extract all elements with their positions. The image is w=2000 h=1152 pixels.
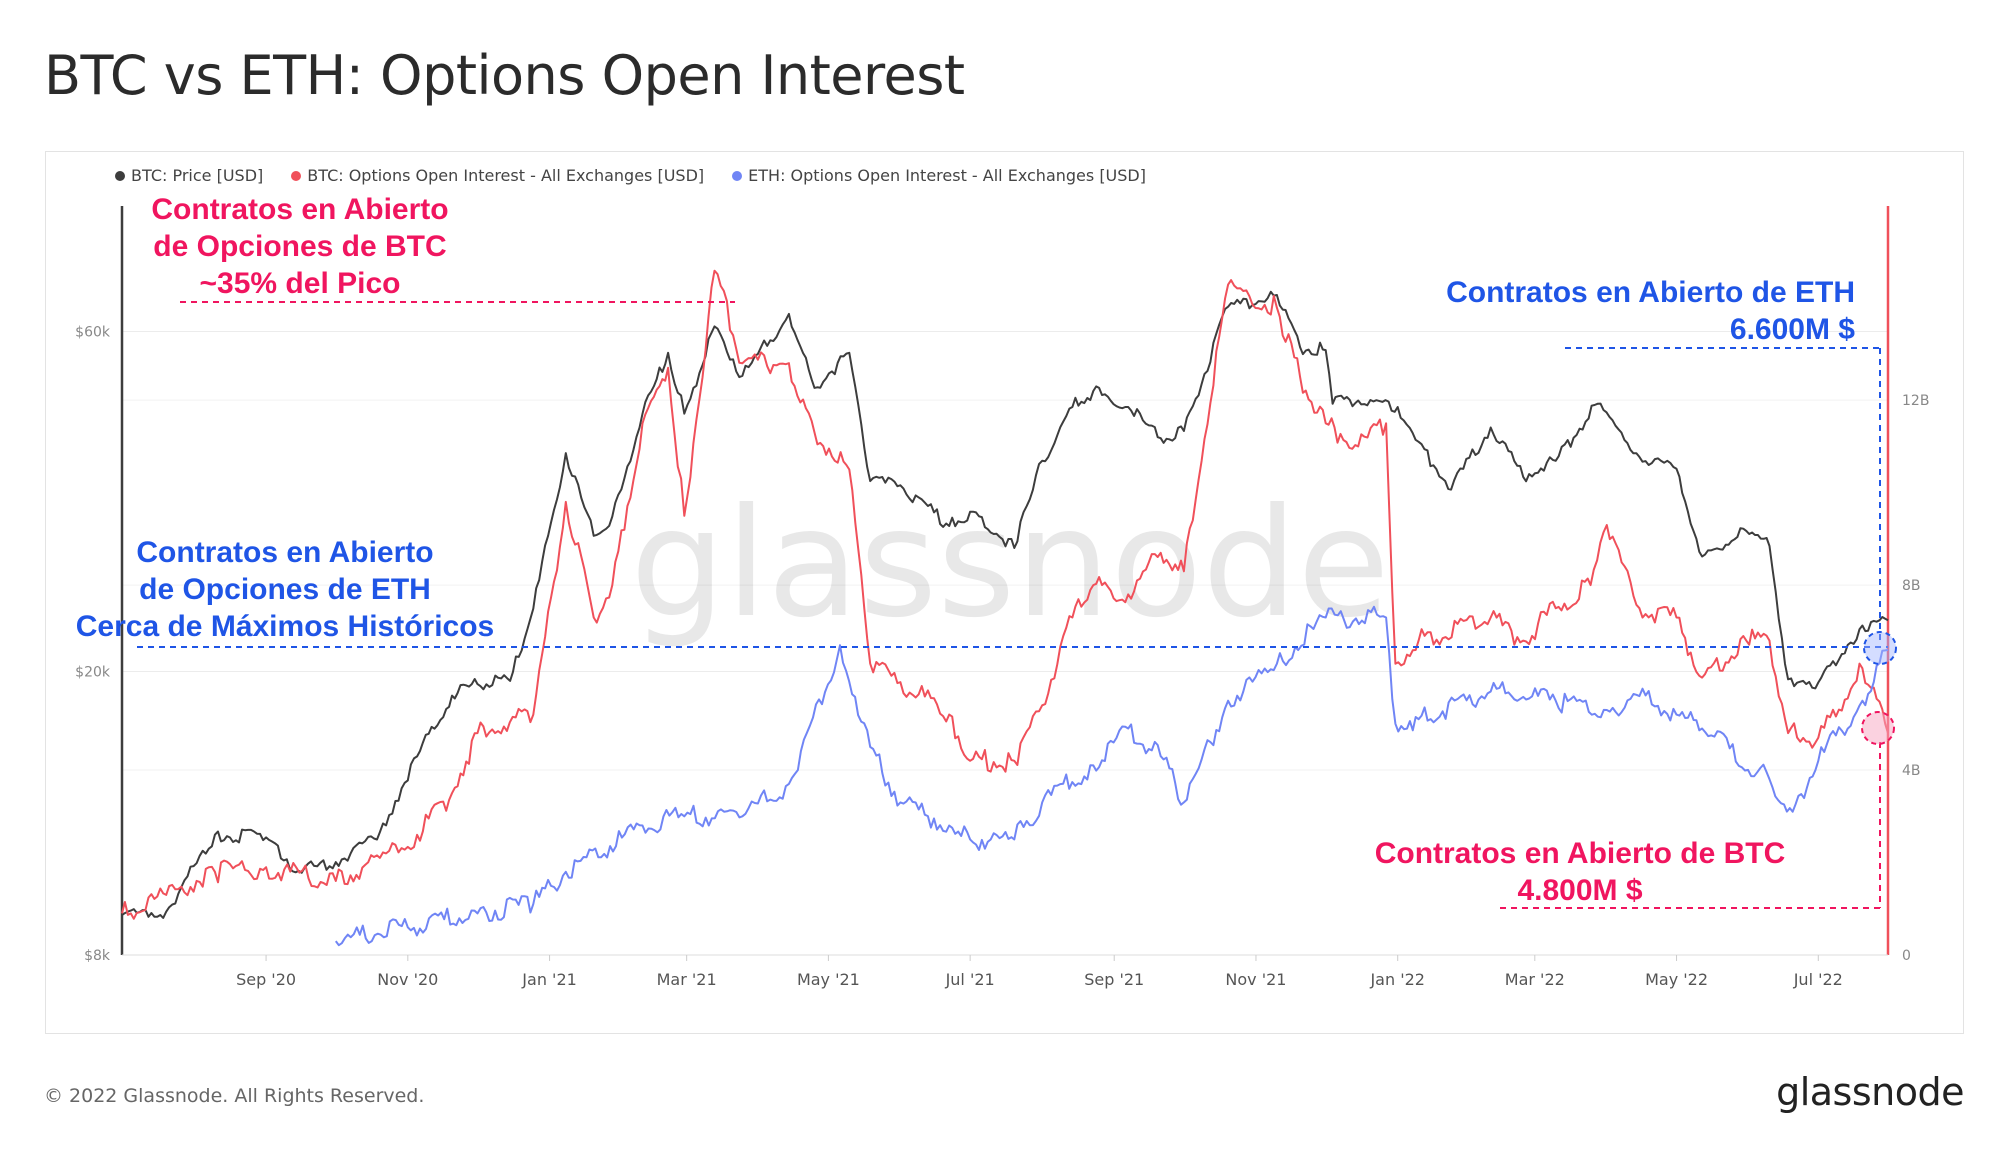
copyright-text: © 2022 Glassnode. All Rights Reserved. (44, 1085, 425, 1107)
legend-dot-icon (115, 170, 125, 181)
x-tick-label: Mar '21 (657, 970, 717, 989)
watermark: glassnode (630, 477, 1389, 651)
legend-item-eth-oi[interactable]: ETH: Options Open Interest - All Exchang… (732, 166, 1146, 185)
y-left-tick-label: $20k (75, 664, 111, 680)
chart-legend: BTC: Price [USD] BTC: Options Open Inter… (115, 166, 1146, 185)
btc-peak-annotation: de Opciones de BTC (153, 230, 446, 263)
x-tick-label: Nov '20 (377, 970, 438, 989)
y-left-tick-label: $60k (75, 324, 111, 340)
btc-now-marker (1861, 711, 1895, 745)
legend-item-btc-price[interactable]: BTC: Price [USD] (115, 166, 263, 185)
axes: $8k $20k $60k 0 4B 8B 12B Sep '20 Nov '20 Jan '21… (75, 206, 1929, 989)
series-lines (121, 269, 1889, 947)
btc-now-annotation: 4.800M $ (1517, 874, 1642, 907)
legend-dot-icon (732, 170, 743, 181)
btc-now-annotation: Contratos en Abierto de BTC (1375, 837, 1786, 870)
legend-label: BTC: Options Open Interest - All Exchang… (307, 166, 705, 185)
eth-now-marker (1863, 631, 1897, 665)
x-tick-label: Mar '22 (1505, 970, 1565, 989)
series-line-1 (121, 269, 1889, 920)
series-line-0 (121, 290, 1889, 919)
annotations: Contratos en Abierto de Opciones de BTC ~3… (76, 193, 1897, 909)
eth-now-annotation: Contratos en Abierto de ETH (1446, 276, 1855, 309)
eth-ath-annotation: de Opciones de ETH (139, 573, 431, 606)
x-tick-label: Jul '21 (945, 970, 995, 989)
btc-peak-annotation: Contratos en Abierto (151, 193, 448, 226)
chart-frame (45, 151, 1964, 1034)
x-tick-label: Jan '22 (1369, 970, 1425, 989)
legend-label: ETH: Options Open Interest - All Exchang… (748, 166, 1146, 185)
legend-dot-icon (291, 170, 302, 181)
legend-item-btc-oi[interactable]: BTC: Options Open Interest - All Exchang… (291, 166, 704, 185)
x-tick-label: Jul '22 (1793, 970, 1843, 989)
legend-label: BTC: Price [USD] (131, 166, 264, 185)
x-tick-label: Nov '21 (1225, 970, 1286, 989)
y-right-tick-label: 4B (1902, 763, 1921, 779)
y-right-tick-label: 0 (1902, 948, 1911, 964)
y-right-tick-label: 12B (1902, 393, 1929, 409)
x-tick-label: Jan '21 (521, 970, 577, 989)
glassnode-logo: glassnode (1776, 1070, 1964, 1114)
x-tick-label: Sep '21 (1084, 970, 1144, 989)
eth-ath-annotation: Contratos en Abierto (136, 536, 433, 569)
eth-ath-annotation: Cerca de Máximos Históricos (76, 610, 495, 643)
series-line-2 (334, 605, 1889, 947)
x-tick-label: May '21 (797, 970, 860, 989)
y-left-tick-label: $8k (84, 948, 111, 964)
y-right-tick-label: 8B (1902, 578, 1921, 594)
x-tick-label: Sep '20 (236, 970, 296, 989)
eth-now-annotation: 6.600M $ (1730, 313, 1855, 346)
btc-peak-annotation: ~35% del Pico (200, 267, 401, 300)
page-title: BTC vs ETH: Options Open Interest (44, 44, 965, 107)
x-tick-label: May '22 (1645, 970, 1708, 989)
